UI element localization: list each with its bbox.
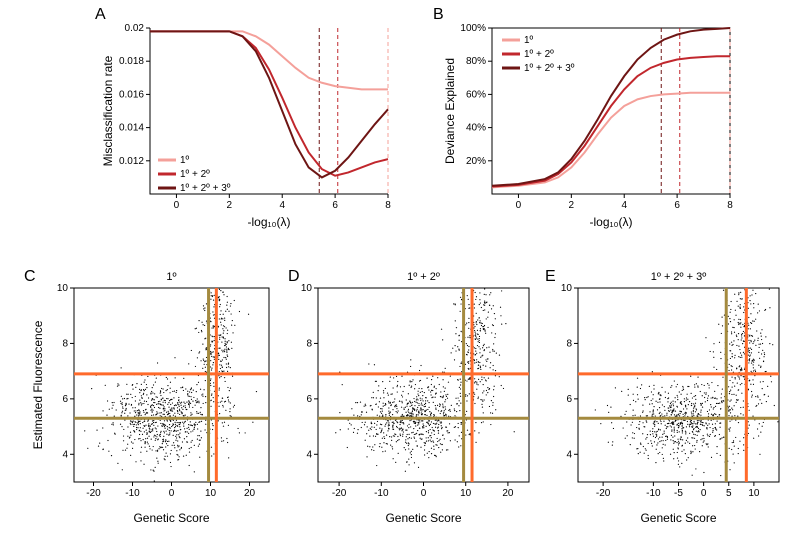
svg-text:0.018: 0.018 bbox=[119, 56, 144, 67]
svg-text:80%: 80% bbox=[466, 56, 486, 67]
svg-text:5: 5 bbox=[726, 488, 732, 499]
svg-text:1º + 2º + 3º: 1º + 2º + 3º bbox=[651, 271, 706, 283]
svg-text:20%: 20% bbox=[466, 156, 486, 167]
svg-text:1º + 2º + 3º: 1º + 2º + 3º bbox=[524, 63, 575, 74]
svg-text:0.02: 0.02 bbox=[125, 23, 145, 34]
panel-e-chart: 1º + 2º + 3º -20 -10 -5 0 5 10 4 6 8 10 Genetic Sco… bbox=[550, 270, 785, 530]
panel-b-chart: 0 2 4 6 8 20% 40% 60% 80% 100% -log₁₀(λ) Deviance E… bbox=[440, 20, 740, 230]
svg-text:8: 8 bbox=[62, 338, 68, 349]
svg-text:0.014: 0.014 bbox=[119, 123, 144, 134]
svg-text:1º: 1º bbox=[524, 35, 534, 46]
svg-text:0: 0 bbox=[516, 200, 522, 211]
svg-text:20: 20 bbox=[244, 488, 256, 499]
svg-text:10: 10 bbox=[748, 488, 760, 499]
svg-text:40%: 40% bbox=[466, 123, 486, 134]
svg-text:6: 6 bbox=[674, 200, 680, 211]
svg-text:-log₁₀(λ): -log₁₀(λ) bbox=[247, 215, 290, 229]
svg-text:1º + 2º + 3º: 1º + 2º + 3º bbox=[180, 183, 231, 194]
svg-text:0: 0 bbox=[421, 488, 427, 499]
svg-text:0: 0 bbox=[174, 200, 180, 211]
svg-text:1º: 1º bbox=[180, 155, 190, 166]
svg-text:-5: -5 bbox=[674, 488, 683, 499]
svg-text:10: 10 bbox=[301, 283, 313, 294]
svg-text:Genetic Score: Genetic Score bbox=[133, 511, 209, 525]
svg-text:8: 8 bbox=[566, 338, 572, 349]
svg-text:-10: -10 bbox=[125, 488, 140, 499]
svg-text:4: 4 bbox=[306, 449, 312, 460]
svg-text:10: 10 bbox=[561, 283, 573, 294]
svg-text:-20: -20 bbox=[596, 488, 611, 499]
svg-text:1º + 2º: 1º + 2º bbox=[180, 169, 210, 180]
svg-text:6: 6 bbox=[332, 200, 338, 211]
svg-text:Estimated Fluorescence: Estimated Fluorescence bbox=[31, 320, 45, 449]
svg-text:-10: -10 bbox=[374, 488, 389, 499]
svg-text:2: 2 bbox=[569, 200, 575, 211]
svg-text:-log₁₀(λ): -log₁₀(λ) bbox=[589, 215, 632, 229]
svg-text:8: 8 bbox=[306, 338, 312, 349]
svg-text:20: 20 bbox=[502, 488, 514, 499]
svg-text:10: 10 bbox=[205, 488, 217, 499]
svg-text:100%: 100% bbox=[460, 23, 486, 34]
svg-text:0.012: 0.012 bbox=[119, 156, 144, 167]
panel-c-chart: 1º -20 -10 0 10 20 4 6 8 10 Genetic Score Estimated… bbox=[30, 270, 275, 530]
svg-text:-20: -20 bbox=[86, 488, 101, 499]
svg-text:6: 6 bbox=[62, 394, 68, 405]
svg-text:4: 4 bbox=[279, 200, 285, 211]
svg-text:8: 8 bbox=[727, 200, 733, 211]
svg-text:-20: -20 bbox=[332, 488, 347, 499]
svg-text:1º + 2º: 1º + 2º bbox=[524, 49, 554, 60]
svg-text:2: 2 bbox=[227, 200, 233, 211]
svg-text:Genetic Score: Genetic Score bbox=[385, 511, 461, 525]
svg-text:10: 10 bbox=[57, 283, 69, 294]
svg-text:6: 6 bbox=[566, 394, 572, 405]
svg-text:0.016: 0.016 bbox=[119, 89, 144, 100]
svg-text:4: 4 bbox=[566, 449, 572, 460]
svg-text:1º + 2º: 1º + 2º bbox=[407, 271, 440, 283]
svg-text:60%: 60% bbox=[466, 89, 486, 100]
svg-text:8: 8 bbox=[385, 200, 391, 211]
svg-text:0: 0 bbox=[701, 488, 707, 499]
svg-text:Deviance Explained: Deviance Explained bbox=[443, 58, 457, 164]
svg-text:4: 4 bbox=[62, 449, 68, 460]
svg-text:0: 0 bbox=[169, 488, 175, 499]
svg-text:1º: 1º bbox=[166, 271, 176, 283]
svg-text:-10: -10 bbox=[646, 488, 661, 499]
panel-a-chart: 0 2 4 6 8 0.012 0.014 0.016 0.018 0.02 -log₁₀(λ) Mi… bbox=[98, 20, 398, 230]
svg-text:10: 10 bbox=[460, 488, 472, 499]
svg-text:Genetic Score: Genetic Score bbox=[640, 511, 716, 525]
svg-text:Misclassification rate: Misclassification rate bbox=[101, 55, 115, 166]
svg-text:6: 6 bbox=[306, 394, 312, 405]
svg-text:4: 4 bbox=[621, 200, 627, 211]
panel-d-chart: 1º + 2º -20 -10 0 10 20 4 6 8 10 Genetic Score bbox=[290, 270, 535, 530]
